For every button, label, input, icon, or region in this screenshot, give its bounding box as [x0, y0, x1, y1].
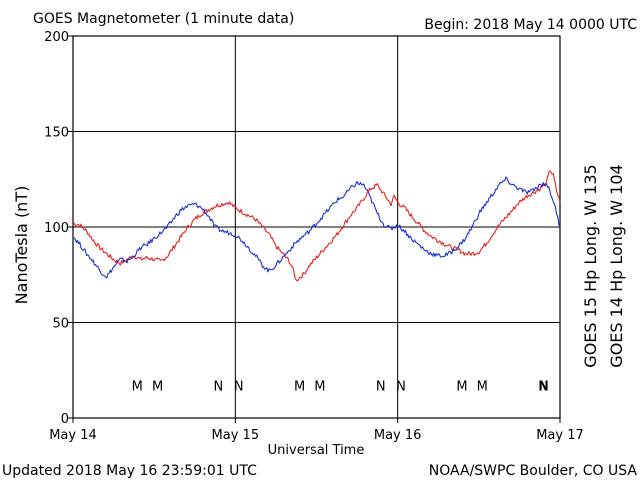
y-tick-label: 0: [61, 412, 69, 427]
grid-lines: [73, 36, 560, 418]
y-tick-label: 150: [44, 126, 69, 141]
marker-m: M: [477, 380, 488, 395]
x-tick-label: May 14: [49, 428, 97, 443]
y-tick-labels: 0 50 100 150 200: [44, 30, 73, 427]
x-tick-label: May 15: [212, 428, 260, 443]
y-tick-label: 200: [44, 30, 69, 45]
marker-n: N: [376, 380, 386, 395]
marker-n: N: [538, 380, 548, 395]
marker-m: M: [152, 380, 163, 395]
credit: NOAA/SWPC Boulder, CO USA: [429, 463, 638, 479]
x-tick-label: May 17: [536, 428, 584, 443]
y-tick-label: 50: [52, 317, 69, 332]
updated-time: Updated 2018 May 16 23:59:01 UTC: [2, 463, 257, 479]
noon-midnight-markers: M M N N M M N N M M NN: [132, 380, 549, 395]
x-tick-labels: May 14 May 15 May 16 May 17: [49, 418, 584, 443]
marker-n: N: [234, 380, 244, 395]
series-layer: [72, 170, 561, 282]
y-axis-label: NanoTesla (nT): [12, 186, 31, 305]
x-tick-label: May 16: [374, 428, 422, 443]
legend-goes14: GOES 14 Hp Long. W 104: [607, 164, 626, 367]
marker-m: M: [132, 380, 143, 395]
chart-title: GOES Magnetometer (1 minute data): [33, 11, 294, 27]
legend-goes15: GOES 15 Hp Long. W 135: [581, 164, 600, 367]
marker-n: N: [214, 380, 224, 395]
marker-m: M: [456, 380, 467, 395]
series-line-goes14: [72, 176, 561, 279]
marker-n: N: [539, 380, 549, 395]
marker-m: M: [314, 380, 325, 395]
series-line-goes15: [73, 170, 561, 282]
y-tick-label: 100: [44, 221, 69, 236]
x-axis-label: Universal Time: [268, 443, 365, 458]
marker-m: M: [294, 380, 305, 395]
begin-time: Begin: 2018 May 14 0000 UTC: [424, 17, 637, 33]
marker-n: N: [396, 380, 406, 395]
